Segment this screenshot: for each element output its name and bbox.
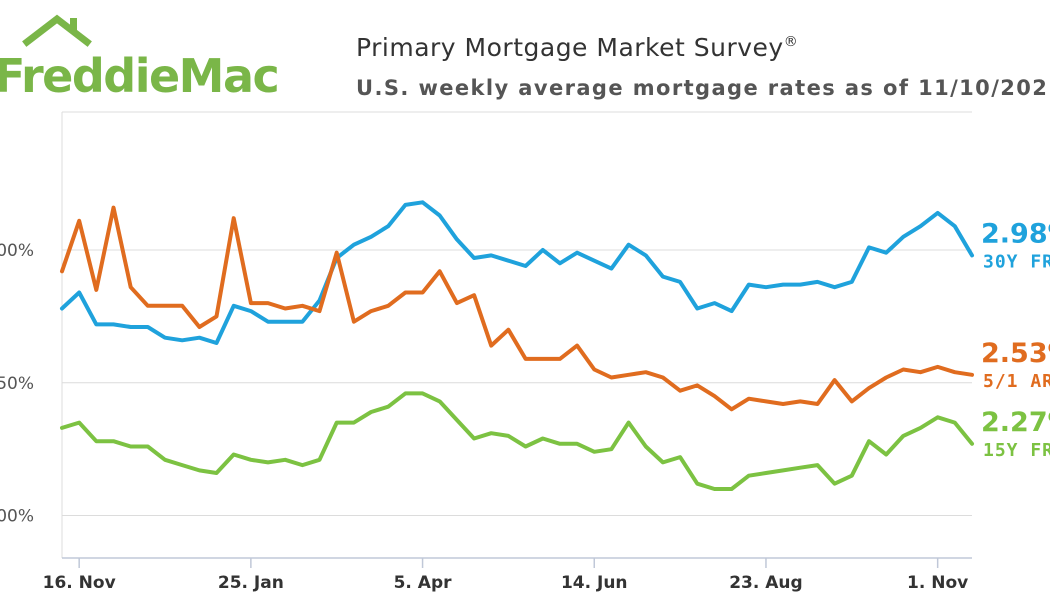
series-end-value: 2.27% [981,407,1050,438]
freddie-mac-logo: FreddieMac [0,14,280,103]
x-tick-label: 5. Apr [394,573,453,593]
chart-title: Primary Mortgage Market Survey® [356,33,798,62]
x-tick-label: 16. Nov [43,573,116,593]
series-line-30y-frm [60,200,974,345]
gridlines [61,111,972,558]
logo-chimney-icon [70,18,77,30]
logo-roof-icon [22,14,92,47]
x-tick-label: 25. Jan [218,573,284,593]
chart-subtitle: U.S. weekly average mortgage rates as of… [356,76,1050,100]
logo-wordmark: FreddieMac [0,49,278,103]
series-end-name: 5/1 ARM [983,371,1050,392]
series-end-name: 15Y FRM [983,440,1050,461]
registered-mark: ® [784,34,799,50]
series-end-labels: 2.98%30Y FRM 2.53%5/1 ARM 2.27%15Y FRM [981,218,1050,460]
y-tick-label: 3.00% [0,241,34,261]
x-tick-label: 1. Nov [907,573,968,593]
series-end-name: 30Y FRM [983,251,1050,272]
x-axis: 16. Nov 25. Jan 5. Apr 14. Jun 23. Aug 1. Nov [43,557,972,593]
x-tick-label: 23. Aug [729,573,802,593]
series-end-value: 2.53% [981,338,1050,369]
series-line-15y-frm [60,391,974,491]
series-end-value: 2.98% [981,218,1050,249]
chart-title-text: Primary Mortgage Market Survey [356,33,784,62]
y-axis-ticks: 3.00% 2.50% 2.00% [0,241,34,526]
x-tick-label: 14. Jun [561,573,628,593]
y-tick-label: 2.50% [0,374,34,394]
series-lines [60,200,974,491]
series-line-5-1-arm [60,205,974,412]
y-tick-label: 2.00% [0,507,34,527]
